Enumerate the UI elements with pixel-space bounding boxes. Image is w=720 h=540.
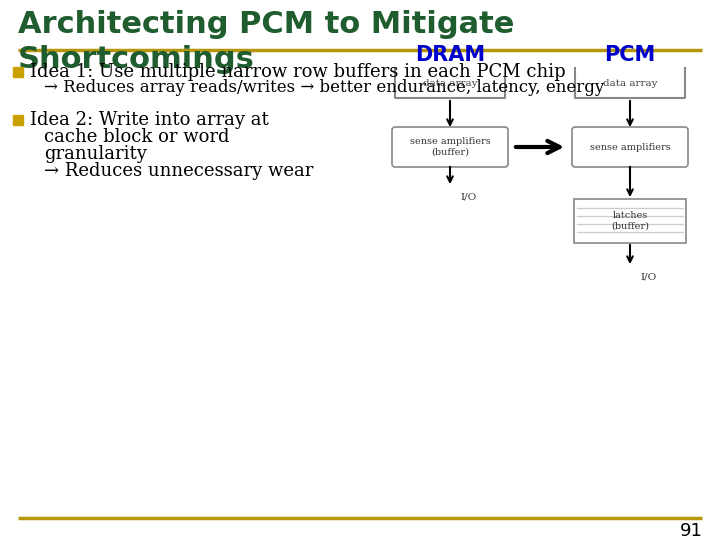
Text: data array: data array [603, 78, 657, 87]
Text: sense amplifiers
(buffer): sense amplifiers (buffer) [410, 137, 490, 157]
Text: → Reduces array reads/writes → better endurance, latency, energy: → Reduces array reads/writes → better en… [44, 79, 604, 97]
FancyBboxPatch shape [574, 199, 686, 243]
Text: DRAM: DRAM [415, 45, 485, 65]
Text: Shortcomings: Shortcomings [18, 45, 255, 74]
Text: Architecting PCM to Mitigate: Architecting PCM to Mitigate [18, 10, 514, 39]
Text: I/O: I/O [460, 192, 476, 201]
Text: sense amplifiers: sense amplifiers [590, 143, 670, 152]
Text: Idea 2: Write into array at: Idea 2: Write into array at [30, 111, 269, 129]
Text: cache block or word: cache block or word [44, 128, 230, 146]
FancyBboxPatch shape [572, 127, 688, 167]
FancyBboxPatch shape [392, 127, 508, 167]
Text: 91: 91 [680, 522, 703, 540]
Text: I/O: I/O [640, 272, 656, 281]
Text: → Reduces unnecessary wear: → Reduces unnecessary wear [44, 162, 313, 180]
Text: Idea 1: Use multiple narrow row buffers in each PCM chip: Idea 1: Use multiple narrow row buffers … [30, 63, 566, 81]
Text: latches
(buffer): latches (buffer) [611, 211, 649, 231]
Text: data array: data array [423, 78, 477, 87]
Text: granularity: granularity [44, 145, 147, 163]
Text: PCM: PCM [604, 45, 656, 65]
